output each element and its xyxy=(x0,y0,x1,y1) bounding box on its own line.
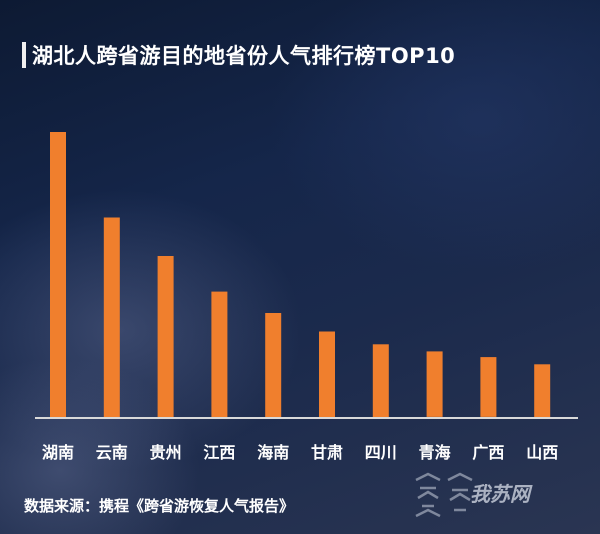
bar-2 xyxy=(103,217,120,417)
category-label-2: 云南 xyxy=(96,443,128,462)
bar-10 xyxy=(534,364,551,417)
bar-7 xyxy=(372,344,389,417)
bar-3 xyxy=(157,256,174,417)
title-accent-bar xyxy=(22,42,26,68)
bar-1 xyxy=(50,132,66,417)
bar-6 xyxy=(319,331,335,417)
data-source-note: 数据来源：携程《跨省游恢复人气报告》 xyxy=(24,497,295,515)
category-labels-group: 湖南 云南 贵州 江西 海南 甘肃 四川 青海 广西 山西 xyxy=(42,443,558,462)
bar-4 xyxy=(211,291,228,417)
category-label-7: 四川 xyxy=(365,443,397,462)
category-label-10: 山西 xyxy=(526,443,558,462)
category-label-5: 海南 xyxy=(257,443,289,462)
bar-8 xyxy=(426,351,443,417)
bars-group xyxy=(50,132,551,417)
wosu-logo-icon xyxy=(415,472,473,518)
chart-title: 湖北人跨省游目的地省份人气排行榜TOP10 xyxy=(32,44,456,68)
category-label-3: 贵州 xyxy=(150,443,182,462)
bar-5 xyxy=(265,313,282,417)
bar-9 xyxy=(480,357,497,417)
category-label-1: 湖南 xyxy=(42,443,74,462)
category-label-9: 广西 xyxy=(472,443,504,462)
category-label-6: 甘肃 xyxy=(311,443,343,462)
watermark-text: 我苏网 xyxy=(470,482,530,506)
category-label-4: 江西 xyxy=(203,443,235,462)
category-label-8: 青海 xyxy=(419,443,451,462)
